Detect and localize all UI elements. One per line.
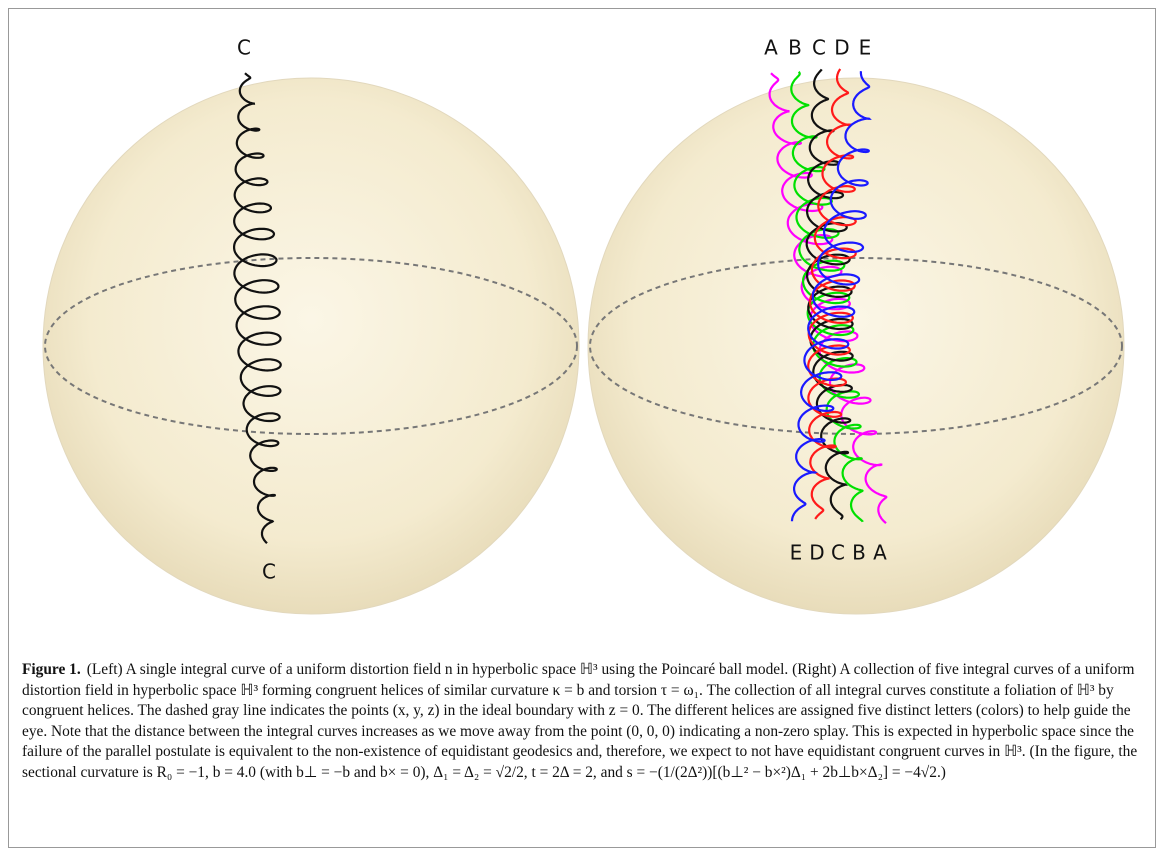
left-top-label: C: [237, 36, 251, 60]
right-top-label: B: [788, 36, 802, 60]
right-top-label: C: [812, 36, 826, 60]
right-sphere: [588, 78, 1124, 614]
caption-label: Figure 1.: [22, 661, 81, 678]
right-top-label: E: [859, 36, 872, 60]
caption: Figure 1.(Left) A single integral curve …: [22, 660, 1142, 783]
right-bottom-label: E: [790, 541, 803, 565]
right-bottom-label: C: [831, 541, 845, 565]
right-top-label: D: [834, 36, 849, 60]
caption-text: (Left) A single integral curve of a unif…: [22, 661, 1137, 781]
right-bottom-label: A: [873, 541, 887, 565]
left-sphere: [43, 78, 579, 614]
right-bottom-label: D: [809, 541, 824, 565]
page: C C A B C D E E D C B A Figure 1.(Left) …: [0, 0, 1166, 857]
right-top-label: A: [764, 36, 778, 60]
left-bottom-label: C: [262, 560, 276, 584]
figure-art: C C A B C D E E D C B A: [9, 9, 1155, 649]
right-bottom-label: B: [852, 541, 866, 565]
